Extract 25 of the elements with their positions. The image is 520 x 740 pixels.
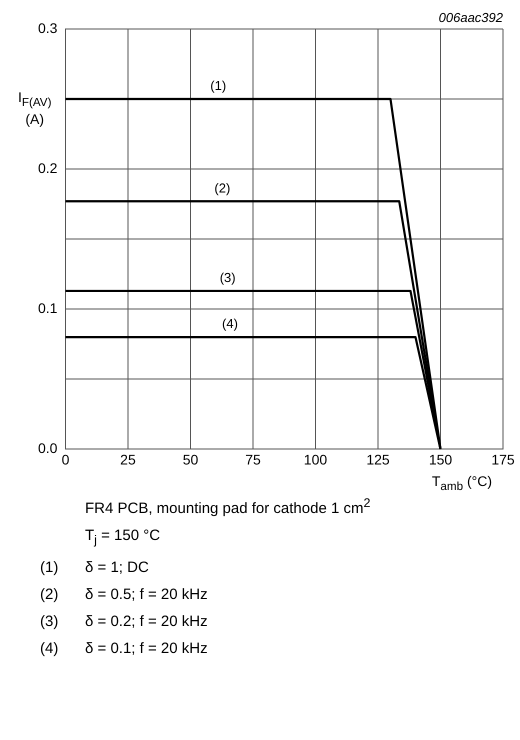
text: 006aac392 [438,10,503,25]
text: (1) δ = 1; DC [40,559,149,576]
x-tick-label: 175 [491,451,515,468]
y-tick-label: 0.2 [38,160,58,176]
x-tick-label: 0 [62,451,70,468]
series-label: (2) [214,180,230,196]
x-tick-label: 50 [182,451,198,468]
text: FR4 PCB, mounting pad for cathode 1 cm$^{2}$ [85,496,370,517]
series-label: (4) [222,316,238,332]
x-tick-label: 25 [120,451,136,468]
x-tick-label: 75 [245,451,261,468]
y-tick-label: 0.1 [38,300,58,316]
series-label: (1) [210,78,226,94]
x-tick-label: 150 [428,451,452,468]
text: (2) δ = 0.5; f = 20 kHz [40,586,208,603]
text: T$_{j}$ = 150 °C [84,526,162,549]
text: (3) δ = 0.2; f = 20 kHz [40,613,208,630]
x-axis-title: T$_{amb}$ (°C) [432,473,492,495]
series-label: (3) [220,270,236,286]
y-tick-label: 0.3 [38,20,58,36]
y-axis-title: I$_{F(AV)}$ (A) [18,89,52,127]
y-tick-label: 0.0 [38,440,58,456]
x-tick-label: 100 [304,451,328,468]
x-tick-label: 125 [366,451,390,468]
text: (4) δ = 0.1; f = 20 kHz [40,640,208,657]
